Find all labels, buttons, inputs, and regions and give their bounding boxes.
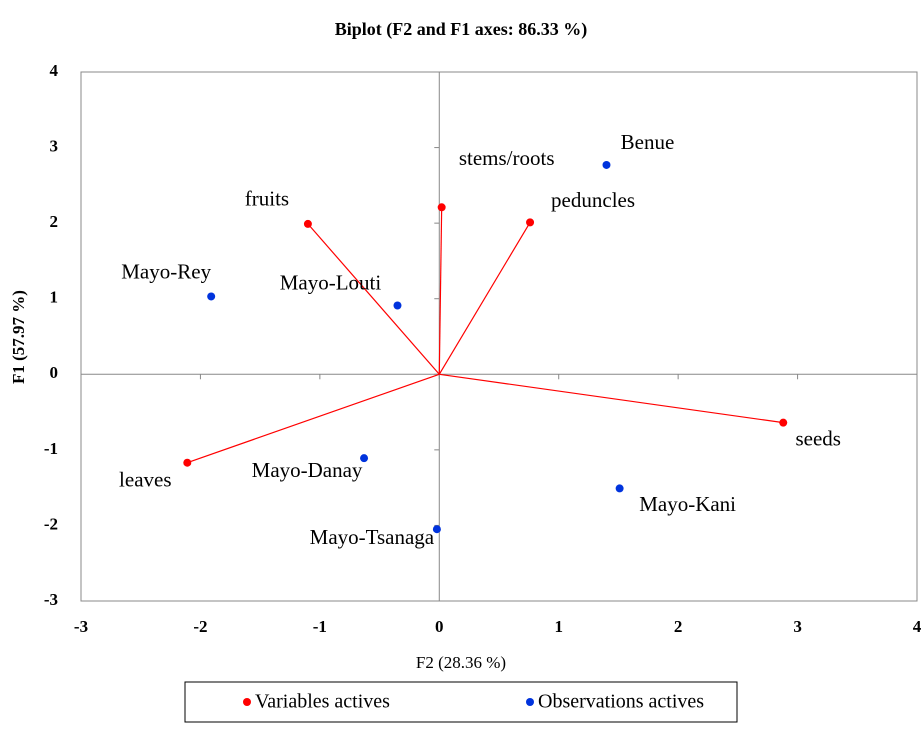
x-tick-label: -3 [74,617,88,636]
y-tick-label: -2 [44,514,58,533]
point-label: Mayo-Louti [280,270,382,294]
x-tick-label: 2 [674,617,683,636]
x-tick-label: 1 [554,617,563,636]
point [602,160,611,169]
y-axis-label: F1 (57.97 %) [9,290,28,384]
point-label: Mayo-Kani [639,492,736,516]
x-tick-label: -2 [193,617,207,636]
vector [307,223,440,375]
point [779,418,788,427]
point [432,525,441,534]
y-tick-label: -3 [44,590,58,609]
legend [184,681,738,723]
point [393,301,402,310]
point [207,292,216,301]
y-tick-label: -1 [44,439,58,458]
point [615,484,624,493]
point [183,458,192,467]
y-tick-label: 1 [50,288,59,307]
vector [438,207,443,375]
point-label: seeds [795,426,841,450]
point-label: Mayo-Rey [121,259,211,283]
y-tick-label: 3 [50,136,59,155]
chart-title: Biplot (F2 and F1 axes: 86.33 %) [335,19,588,40]
x-axis-label: F2 (28.36 %) [416,653,506,672]
point-label: stems/roots [459,146,555,170]
point-label: peduncles [551,188,635,212]
point [526,218,535,227]
point-label: leaves [119,468,171,492]
point-label: Mayo-Danay [252,458,363,482]
x-tick-label: 0 [435,617,444,636]
point [303,219,312,228]
y-tick-label: 2 [50,212,59,231]
point-label: Benue [621,130,675,154]
y-tick-label: 4 [50,61,59,80]
point [360,454,369,463]
point-label: Mayo-Tsanaga [310,525,435,549]
legend-swatch [526,698,534,706]
x-tick-label: 4 [913,617,922,636]
y-tick-label: 0 [50,363,59,382]
x-tick-label: -1 [313,617,327,636]
legend-label: Variables actives [255,691,390,713]
vector [439,373,784,424]
legend-label: Observations actives [538,691,704,713]
x-tick-label: 3 [793,617,802,636]
point-label: fruits [245,187,289,211]
vector [438,222,531,375]
plot-frame [80,71,918,602]
vector [187,373,440,464]
legend-swatch [243,698,251,706]
point [437,203,446,212]
